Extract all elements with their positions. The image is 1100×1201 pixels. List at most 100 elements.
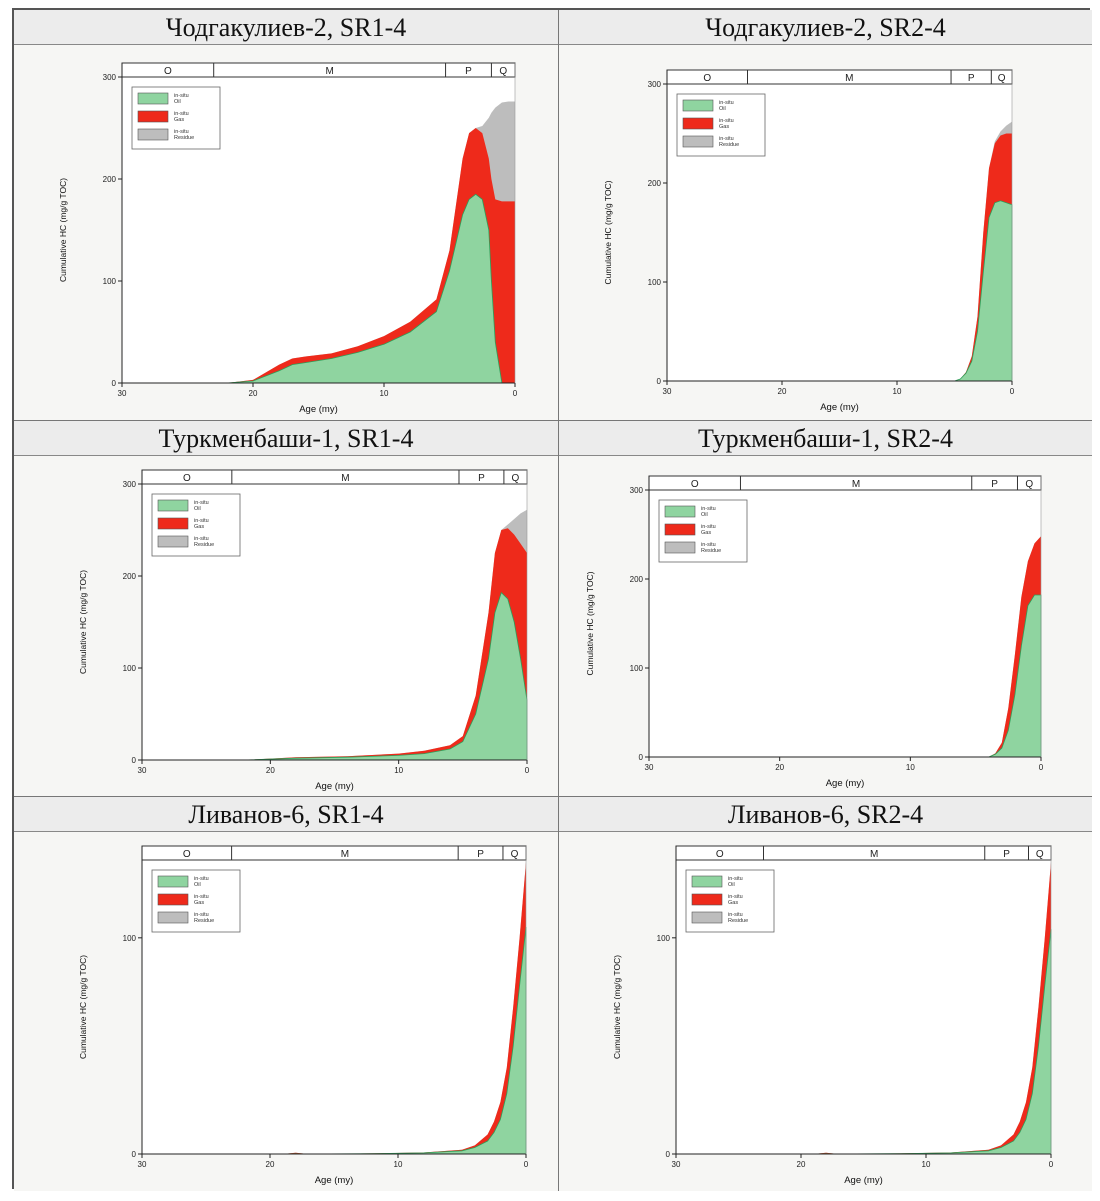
legend-swatch-residue xyxy=(664,541,696,554)
y-tick-label: 200 xyxy=(103,175,117,184)
legend-label-line1: in-situ xyxy=(701,524,716,530)
panel-title: Ливанов-6, SR1-4 xyxy=(14,797,558,832)
legend-swatch-oil xyxy=(137,92,169,105)
period-label: Q xyxy=(499,66,507,77)
legend-label-line2: Residue xyxy=(174,135,194,141)
y-tick-label: 200 xyxy=(630,575,644,584)
legend-label-line1: in-situ xyxy=(174,111,189,117)
y-axis-title: Cumulative HC (mg/g TOC) xyxy=(78,955,88,1059)
period-label: M xyxy=(870,849,878,860)
x-tick-label: 10 xyxy=(906,763,915,772)
x-axis-title: Age (my) xyxy=(315,781,354,792)
legend-label-line1: in-situ xyxy=(719,136,734,142)
period-label: M xyxy=(325,66,333,77)
period-label: P xyxy=(478,473,485,484)
legend-label-line1: in-situ xyxy=(194,518,209,524)
legend-label-line2: Oil xyxy=(194,882,201,888)
x-tick-label: 10 xyxy=(394,1160,403,1169)
period-label: Q xyxy=(511,849,519,860)
chart-container: O M P Q 0 100 200 300 30 20 10 0 Age (my) Cumulative … xyxy=(559,45,1092,420)
panel-livanov-sr2: Ливанов-6, SR2-4 O M P Q 0 100 30 20 10 0 Age (my)… xyxy=(559,797,1092,1191)
y-tick-label: 100 xyxy=(123,934,137,943)
legend-label-line1: in-situ xyxy=(194,894,209,900)
period-label: O xyxy=(703,73,711,84)
legend-label-line2: Residue xyxy=(728,918,748,924)
legend-label-line2: Oil xyxy=(728,882,735,888)
period-label: M xyxy=(341,849,349,860)
y-tick-label: 100 xyxy=(103,277,117,286)
legend-label-line1: in-situ xyxy=(728,876,743,882)
x-tick-label: 10 xyxy=(922,1160,931,1169)
panel-livanov-sr1: Ливанов-6, SR1-4 O M P Q 0 100 30 20 10 0 Age (my)… xyxy=(14,797,559,1191)
y-tick-label: 300 xyxy=(123,480,137,489)
period-label: O xyxy=(691,479,699,490)
legend-label-line1: in-situ xyxy=(719,118,734,124)
x-axis-title: Age (my) xyxy=(315,1175,354,1186)
legend-label-line2: Gas xyxy=(194,524,204,530)
legend-label-line2: Residue xyxy=(194,542,214,548)
x-tick-label: 20 xyxy=(775,763,784,772)
panel-turkmenbashi-sr1: Туркменбаши-1, SR1-4 O M P Q 0 100 200 300 30 20 1… xyxy=(14,421,559,797)
x-axis-title: Age (my) xyxy=(844,1175,883,1186)
x-tick-label: 30 xyxy=(663,387,672,396)
y-tick-label: 300 xyxy=(648,80,662,89)
x-axis-title: Age (my) xyxy=(826,778,865,789)
y-axis-title: Cumulative HC (mg/g TOC) xyxy=(603,180,613,284)
x-tick-label: 30 xyxy=(118,389,127,398)
y-tick-label: 0 xyxy=(112,379,117,388)
period-label: P xyxy=(465,66,472,77)
period-band xyxy=(648,475,1042,491)
period-label: P xyxy=(477,849,484,860)
y-axis-title: Cumulative HC (mg/g TOC) xyxy=(612,955,622,1059)
x-tick-label: 30 xyxy=(138,766,147,775)
y-tick-label: 0 xyxy=(132,756,137,765)
legend-label-line1: in-situ xyxy=(194,500,209,506)
legend-swatch-oil xyxy=(157,499,189,512)
legend-swatch-oil xyxy=(691,875,723,888)
period-band xyxy=(666,69,1013,85)
x-tick-label: 10 xyxy=(893,387,902,396)
legend-label-line1: in-situ xyxy=(194,536,209,542)
legend-label-line1: in-situ xyxy=(701,506,716,512)
period-label: P xyxy=(991,479,998,490)
x-axis-title: Age (my) xyxy=(820,402,859,413)
period-label: O xyxy=(164,66,172,77)
chart-container: O M P Q 0 100 200 300 30 20 10 0 Age (my) Cumulative … xyxy=(14,456,558,796)
y-tick-label: 200 xyxy=(648,179,662,188)
legend-swatch-oil xyxy=(682,99,714,112)
legend-swatch-gas xyxy=(664,523,696,536)
y-tick-label: 300 xyxy=(103,73,117,82)
panel-chodgakuliev-sr1: Чодгакулиев-2, SR1-4 O M P Q 0 100 200 300 30 20 1… xyxy=(14,10,559,421)
legend-label-line1: in-situ xyxy=(174,93,189,99)
x-tick-label: 0 xyxy=(1010,387,1015,396)
panel-title: Туркменбаши-1, SR2-4 xyxy=(559,421,1092,456)
legend-swatch-oil xyxy=(157,875,189,888)
legend-swatch-gas xyxy=(137,110,169,123)
x-tick-label: 0 xyxy=(513,389,518,398)
legend-label-line2: Oil xyxy=(701,512,708,518)
period-label: Q xyxy=(1036,849,1044,860)
period-label: Q xyxy=(1025,479,1033,490)
y-axis-title: Cumulative HC (mg/g TOC) xyxy=(78,570,88,674)
period-band xyxy=(675,845,1052,861)
chart-container: O M P Q 0 100 200 300 30 20 10 0 Age (my) Cumulative … xyxy=(14,45,558,420)
y-tick-label: 100 xyxy=(657,934,671,943)
panel-title: Чодгакулиев-2, SR2-4 xyxy=(559,10,1092,45)
y-tick-label: 0 xyxy=(657,377,662,386)
legend-label-line2: Residue xyxy=(719,142,739,148)
legend-swatch-gas xyxy=(682,117,714,130)
legend-label-line2: Residue xyxy=(701,548,721,554)
x-tick-label: 20 xyxy=(249,389,258,398)
period-label: P xyxy=(968,73,975,84)
x-tick-label: 30 xyxy=(645,763,654,772)
legend-label-line2: Residue xyxy=(194,918,214,924)
legend-label-line1: in-situ xyxy=(701,542,716,548)
x-tick-label: 20 xyxy=(778,387,787,396)
x-axis-title: Age (my) xyxy=(299,404,338,415)
